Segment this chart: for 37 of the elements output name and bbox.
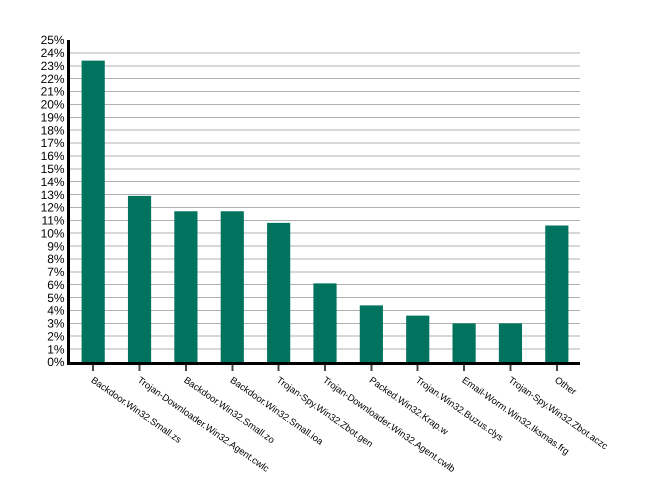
- y-tick-label: 5%: [47, 290, 65, 305]
- y-tick-label: 10%: [40, 226, 65, 240]
- y-tick-label: 7%: [47, 265, 65, 280]
- bar: [498, 323, 522, 362]
- y-tick-label: 21%: [40, 84, 65, 99]
- y-tick-label: 4%: [47, 304, 65, 318]
- bar: [545, 225, 568, 362]
- bar: [82, 60, 105, 362]
- bar: [174, 211, 198, 362]
- bar: [406, 316, 430, 362]
- y-tick-label: 17%: [40, 136, 65, 150]
- y-tick-label: 9%: [47, 239, 65, 254]
- y-tick-label: 24%: [40, 46, 65, 60]
- y-tick-label: 23%: [40, 58, 65, 73]
- y-tick-label: 20%: [40, 98, 65, 112]
- y-tick-label: 1%: [47, 342, 65, 356]
- y-tick-label: 13%: [40, 188, 65, 202]
- bar: [267, 222, 290, 362]
- y-tick-label: 16%: [40, 149, 65, 164]
- y-tick-label: 19%: [40, 110, 65, 124]
- bar: [220, 211, 244, 362]
- y-tick-label: 18%: [40, 123, 65, 138]
- y-tick-label: 6%: [47, 278, 65, 292]
- y-tick-label: 2%: [47, 329, 65, 344]
- y-tick-label: 25%: [40, 33, 65, 48]
- bar: [313, 283, 337, 362]
- bar: [128, 196, 152, 362]
- y-tick-label: 14%: [40, 174, 65, 189]
- y-tick-label: 22%: [40, 72, 65, 86]
- bar: [360, 305, 383, 362]
- y-tick-label: 0%: [47, 355, 65, 370]
- bar: [452, 323, 476, 362]
- y-tick-label: 11%: [41, 214, 65, 228]
- y-tick-label: 15%: [40, 162, 65, 176]
- y-tick-label: 8%: [47, 252, 65, 266]
- y-tick-label: 3%: [47, 316, 65, 331]
- y-tick-label: 12%: [40, 200, 65, 215]
